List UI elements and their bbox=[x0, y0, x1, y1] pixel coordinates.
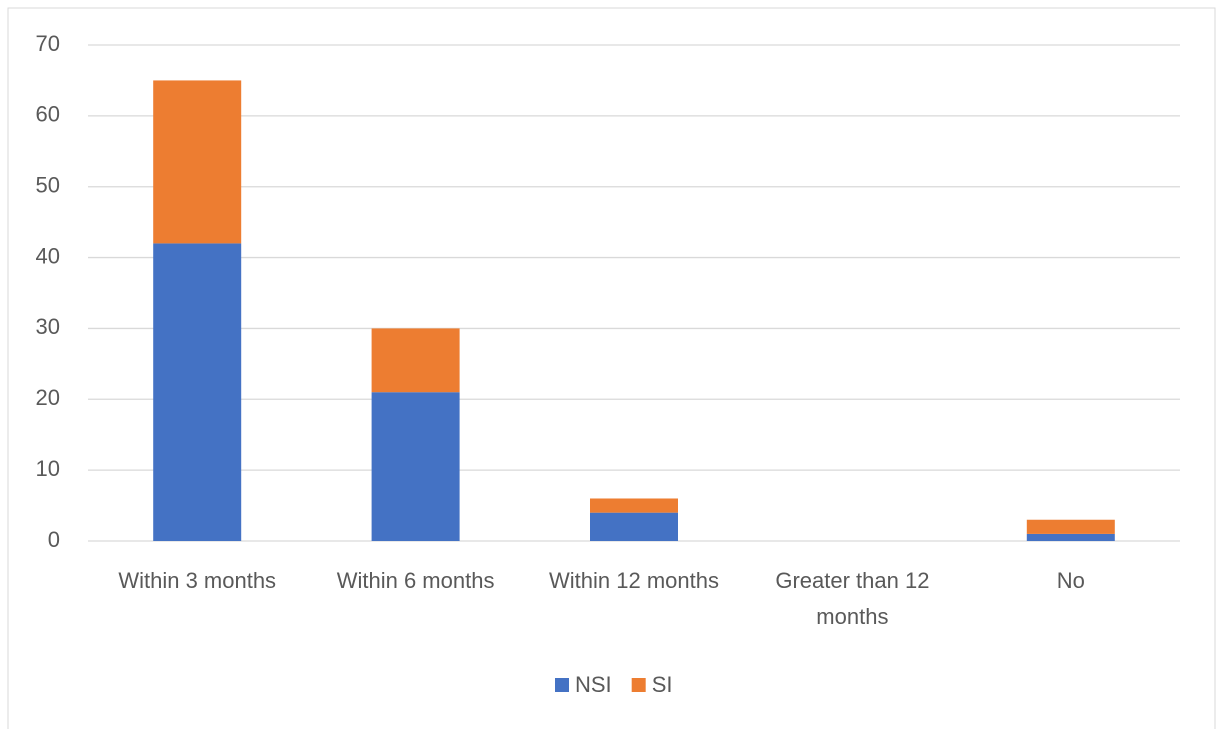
bar-segment bbox=[371, 392, 460, 541]
x-tick-label: Within 3 months bbox=[118, 568, 277, 593]
y-tick-label: 70 bbox=[36, 31, 60, 56]
x-tick-label: No bbox=[1056, 568, 1085, 593]
y-tick-label: 0 bbox=[48, 527, 60, 552]
y-tick-label: 30 bbox=[36, 314, 60, 339]
bar-segment bbox=[590, 498, 678, 513]
y-tick-label: 60 bbox=[36, 102, 60, 127]
legend-swatch bbox=[631, 678, 646, 692]
bar-segment bbox=[590, 512, 678, 541]
chart-border bbox=[7, 7, 1216, 729]
y-tick-label: 40 bbox=[36, 243, 60, 268]
bar-segment bbox=[153, 243, 242, 541]
bar-segment bbox=[1026, 519, 1115, 534]
y-tick-label: 50 bbox=[36, 173, 60, 198]
bar-segment bbox=[153, 80, 242, 244]
legend-swatch bbox=[555, 678, 569, 692]
x-tick-label: Within 12 months bbox=[549, 568, 719, 593]
bar-segment bbox=[371, 328, 460, 393]
x-tick-label: Greater than 12 months bbox=[775, 568, 930, 629]
bar-segment bbox=[1026, 533, 1115, 541]
legend-label: SI bbox=[652, 672, 673, 697]
legend-label: NSI bbox=[575, 672, 612, 697]
y-tick-label: 20 bbox=[36, 385, 60, 410]
x-tick-label: Within 6 months bbox=[336, 568, 495, 593]
y-tick-label: 10 bbox=[36, 456, 60, 481]
